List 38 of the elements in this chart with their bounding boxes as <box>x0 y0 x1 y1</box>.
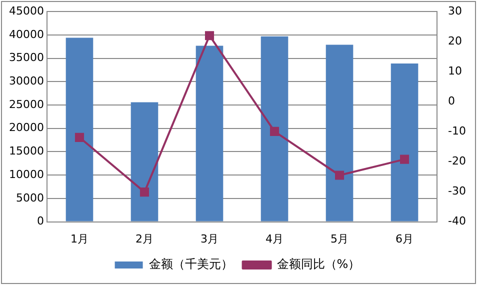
bar <box>66 38 94 222</box>
point <box>140 188 150 197</box>
y-tick-label: 40000 <box>8 28 44 41</box>
y-tick-label: 45000 <box>8 4 44 18</box>
y2-tick-label: 20 <box>448 34 462 48</box>
point <box>400 154 410 164</box>
y-tick-label: 10000 <box>8 168 44 181</box>
point <box>270 126 280 136</box>
y-tick-label: 25000 <box>8 98 44 111</box>
bar <box>326 44 354 222</box>
y2-tick-label: 0 <box>448 94 456 108</box>
y2-tick-label: -40 <box>448 214 466 228</box>
y-tick-label: 35000 <box>8 51 44 64</box>
x-tick-label: 6月 <box>396 232 414 246</box>
x-tick-label: 4月 <box>266 232 284 246</box>
legend-label: 金额同比（%） <box>276 257 360 272</box>
bar <box>196 46 224 222</box>
point <box>334 170 344 180</box>
bar <box>130 102 158 222</box>
x-tick-label: 2月 <box>136 232 154 246</box>
point <box>74 132 84 142</box>
legend-label: 金额（千美元） <box>148 257 233 272</box>
bar <box>260 36 288 222</box>
x-tick-label: 5月 <box>330 232 349 246</box>
y-tick-label: 15000 <box>8 144 44 158</box>
x-tick-label: 1月 <box>70 232 88 246</box>
y2-tick-label: -10 <box>448 124 466 138</box>
y2-tick-label: -30 <box>448 184 466 198</box>
y-tick-label: 5000 <box>16 191 44 204</box>
y-tick-label: 20000 <box>8 121 44 134</box>
y2-tick-label: 10 <box>448 64 462 78</box>
y2-tick-label: -20 <box>448 154 466 168</box>
y2-tick-label: 30 <box>448 4 462 18</box>
y-tick-label: 0 <box>36 214 44 228</box>
y-tick-label: 30000 <box>8 74 44 88</box>
bar <box>390 63 418 222</box>
point <box>204 31 214 40</box>
x-tick-label: 3月 <box>200 232 219 246</box>
